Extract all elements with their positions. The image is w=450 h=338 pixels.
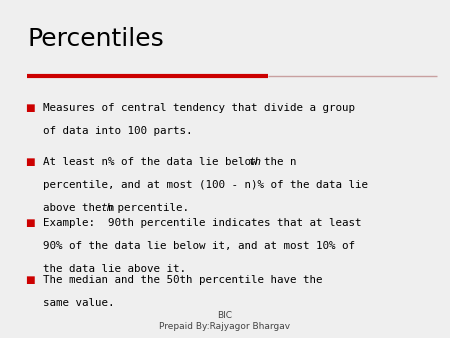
- Text: Example:  90th percentile indicates that at least: Example: 90th percentile indicates that …: [43, 218, 361, 228]
- Text: The median and the 50th percentile have the: The median and the 50th percentile have …: [43, 275, 322, 286]
- Text: ■: ■: [25, 157, 34, 167]
- Text: ■: ■: [25, 218, 34, 228]
- Text: ■: ■: [25, 275, 34, 286]
- Text: above the n: above the n: [43, 203, 114, 213]
- Text: same value.: same value.: [43, 298, 114, 308]
- Text: percentile, and at most (100 - n)% of the data lie: percentile, and at most (100 - n)% of th…: [43, 180, 368, 190]
- Text: th: th: [249, 157, 262, 167]
- Text: 90% of the data lie below it, and at most 10% of: 90% of the data lie below it, and at mos…: [43, 241, 355, 251]
- Text: Measures of central tendency that divide a group: Measures of central tendency that divide…: [43, 103, 355, 113]
- Text: th: th: [101, 203, 114, 213]
- Text: ■: ■: [25, 103, 34, 113]
- Text: At least n% of the data lie below the n: At least n% of the data lie below the n: [43, 157, 296, 167]
- Text: percentile.: percentile.: [112, 203, 189, 213]
- Text: of data into 100 parts.: of data into 100 parts.: [43, 126, 192, 136]
- Text: the data lie above it.: the data lie above it.: [43, 264, 186, 274]
- Text: BIC
Prepaid By:Rajyagor Bhargav: BIC Prepaid By:Rajyagor Bhargav: [159, 311, 291, 331]
- Text: Percentiles: Percentiles: [27, 27, 164, 51]
